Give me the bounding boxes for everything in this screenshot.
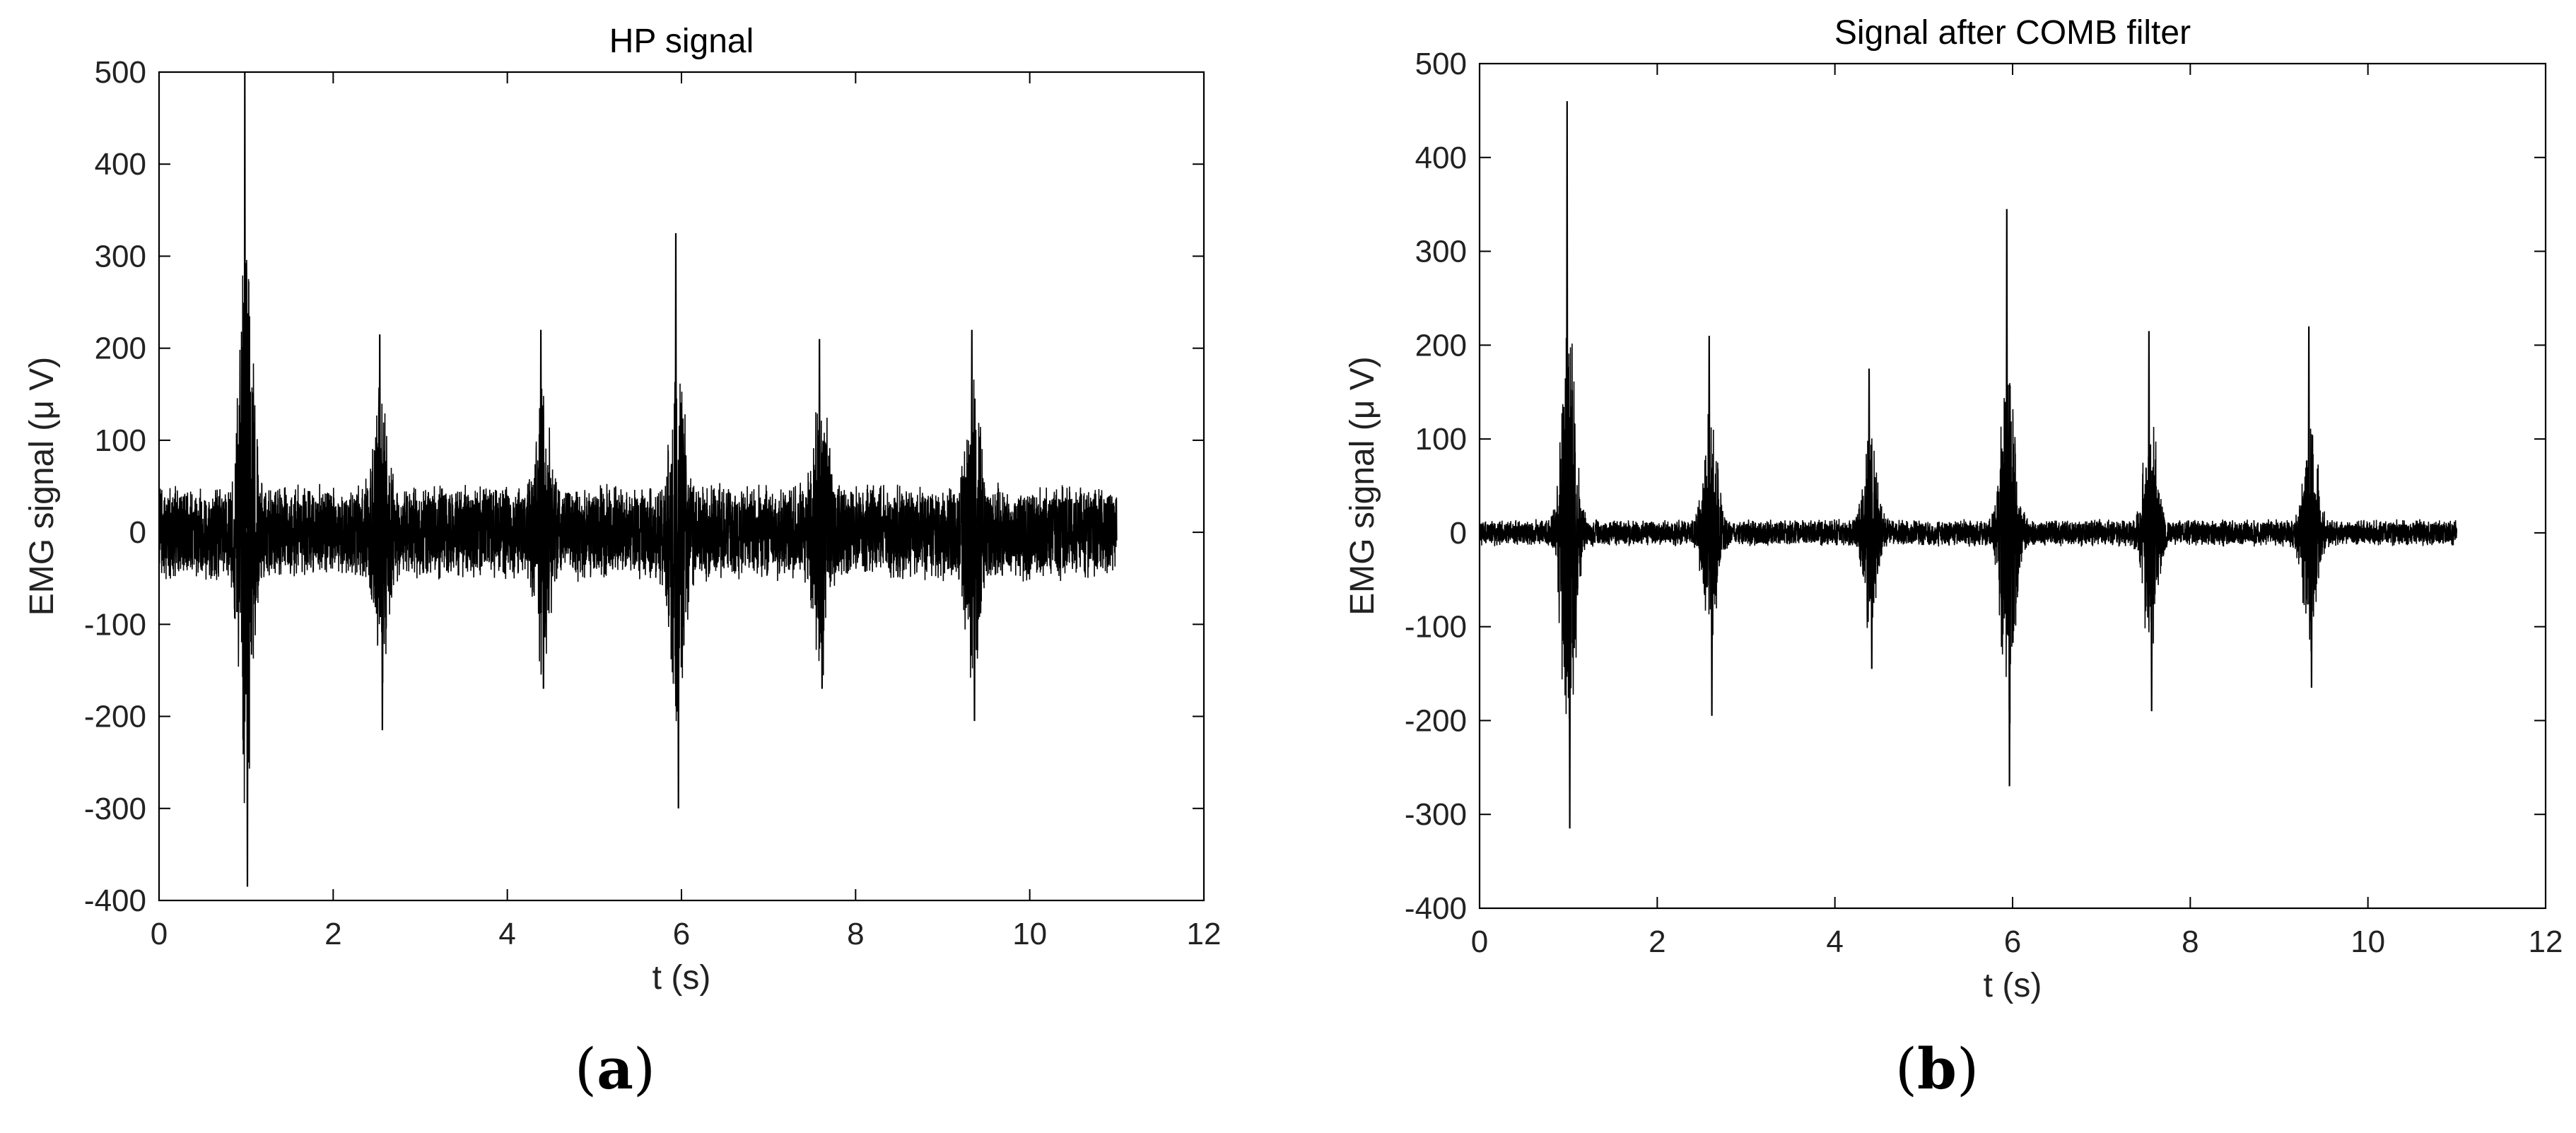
y-axis-label: EMG signal (μ V) xyxy=(1344,356,1381,615)
y-tick-label: 500 xyxy=(95,55,146,90)
panel-caption-a: (a) xyxy=(574,1035,656,1102)
y-tick-label: 400 xyxy=(95,147,146,182)
y-tick-label: 300 xyxy=(95,239,146,274)
signal-trace xyxy=(1480,338,2458,736)
x-tick-label: 6 xyxy=(2004,924,2021,959)
y-tick-label: 0 xyxy=(129,515,146,550)
x-axis-label: t (s) xyxy=(652,959,711,997)
x-tick-label: 12 xyxy=(1187,917,1222,951)
y-tick-label: 0 xyxy=(1450,516,1467,551)
y-tick-label: -100 xyxy=(84,607,146,642)
y-tick-label: 200 xyxy=(95,331,146,366)
chart-title: HP signal xyxy=(609,23,754,60)
panel-caption-a-letter: a xyxy=(597,1035,633,1102)
x-tick-label: 0 xyxy=(151,917,168,951)
x-tick-label: 4 xyxy=(1826,924,1843,959)
y-tick-label: 400 xyxy=(1415,141,1467,175)
x-axis-label: t (s) xyxy=(1984,967,2042,1004)
x-tick-label: 6 xyxy=(673,917,690,951)
signal-peaks xyxy=(243,72,976,887)
y-tick-label: -300 xyxy=(1405,797,1467,832)
signal-trace xyxy=(159,233,1118,804)
y-tick-label: 100 xyxy=(95,423,146,458)
x-tick-label: 10 xyxy=(1012,917,1047,951)
x-tick-label: 2 xyxy=(1649,924,1665,959)
chart-b: 0 2 4 6 8 10 12 -400 -300 -200 -100 0 100 200 300 400 50… xyxy=(1344,14,2563,1004)
x-tick-label: 4 xyxy=(498,917,515,951)
chart-a: 0 2 4 6 8 10 12 -400 -300 -200 -100 0 100 200 300 400 50… xyxy=(23,23,1221,997)
y-axis-label: EMG signal (μ V) xyxy=(23,357,61,616)
y-tick-label: 100 xyxy=(1415,422,1467,457)
y-tick-label: 200 xyxy=(1415,328,1467,363)
x-tick-label: 8 xyxy=(2182,924,2199,959)
x-tick-label: 10 xyxy=(2350,924,2385,959)
panel-caption-b-letter: b xyxy=(1917,1035,1957,1102)
x-tick-label: 12 xyxy=(2529,924,2563,959)
y-tick-label: 500 xyxy=(1415,47,1467,81)
panel-caption-b: (b) xyxy=(1895,1035,1979,1102)
x-tick-label: 0 xyxy=(1471,924,1488,959)
chart-title: Signal after COMB filter xyxy=(1834,14,2191,52)
y-tick-label: -400 xyxy=(84,883,146,918)
x-tick-label: 2 xyxy=(324,917,341,951)
y-tick-label: -200 xyxy=(84,700,146,734)
y-tick-label: -300 xyxy=(84,792,146,826)
y-tick-label: 300 xyxy=(1415,235,1467,269)
y-tick-label: -400 xyxy=(1405,891,1467,926)
y-tick-label: -200 xyxy=(1405,703,1467,738)
y-tick-label: -100 xyxy=(1405,610,1467,645)
signal-peaks xyxy=(1566,101,2313,829)
x-tick-label: 8 xyxy=(847,917,864,951)
